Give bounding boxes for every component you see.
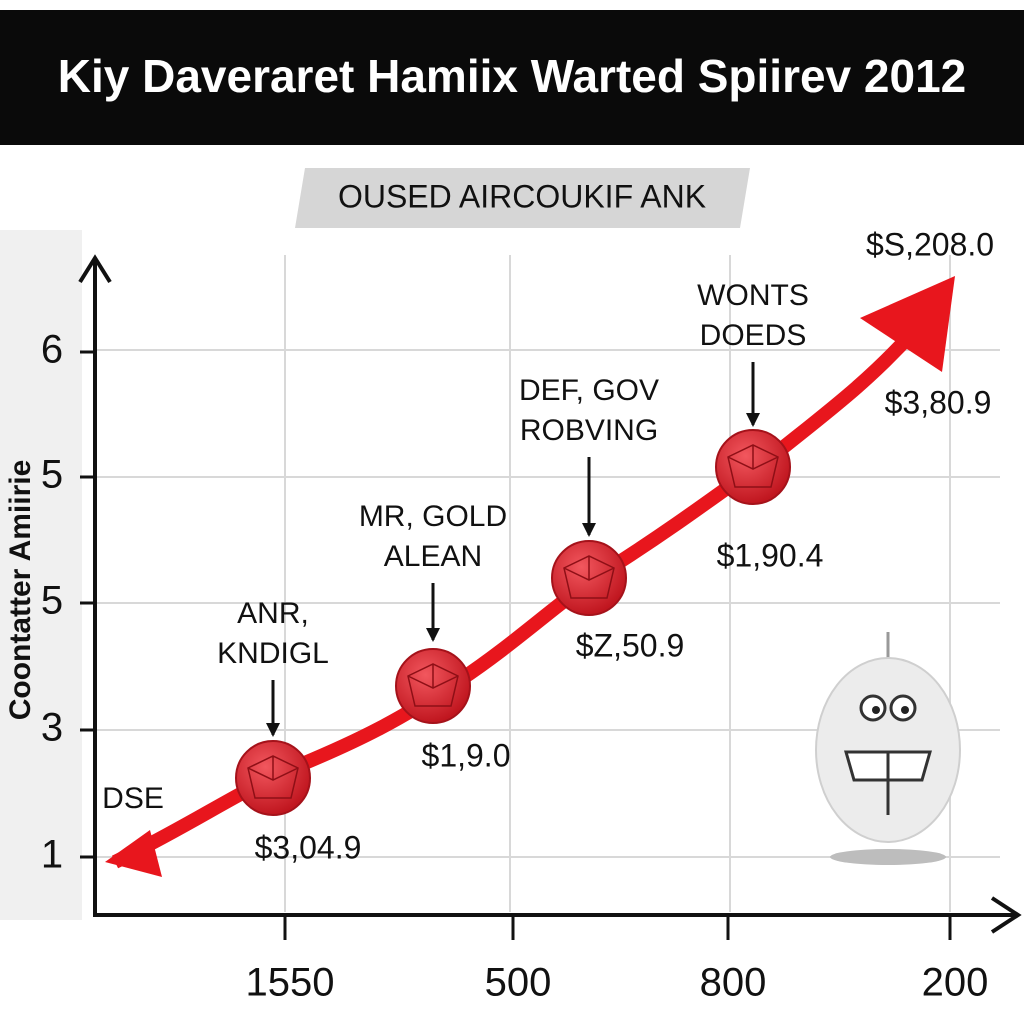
- x-ticks: 1550 500 800 200: [246, 915, 989, 1005]
- annotation: ALEAN: [384, 540, 482, 573]
- value-label: $1,90.4: [717, 537, 824, 573]
- arrow-head: [860, 276, 955, 372]
- x-tick-label: 800: [700, 961, 767, 1005]
- annotation-arrow-head: [746, 413, 760, 427]
- y-tick-label: 5: [41, 579, 63, 623]
- value-label: $3,04.9: [255, 829, 362, 865]
- value-label: $1,9.0: [422, 737, 511, 773]
- y-tick-label: 5: [41, 453, 63, 497]
- trend-line: [111, 325, 921, 869]
- subtitle-box: [295, 168, 750, 228]
- x-tick-label: 500: [485, 961, 552, 1005]
- annotation: WONTS: [697, 279, 809, 312]
- y-tick-label: 6: [41, 328, 63, 372]
- value-label: $Z,50.9: [576, 627, 685, 663]
- subtitle: OUSED AIRCOUKIF ANK: [338, 178, 706, 214]
- annotation-arrow-head: [582, 523, 596, 537]
- x-tick-label: 1550: [246, 961, 335, 1005]
- y-ticks: 6 5 5 3 1: [41, 328, 95, 877]
- annotation: MR, GOLD: [359, 500, 507, 533]
- arrow-head: [105, 830, 162, 877]
- header-bar: [0, 10, 1024, 145]
- annotation: ROBVING: [520, 414, 658, 447]
- end-label: $S,208.0: [866, 226, 994, 262]
- x-tick-label: 200: [922, 961, 989, 1005]
- end-label: $3,80.9: [885, 384, 992, 420]
- start-label: DSE: [102, 782, 164, 815]
- annotation: KNDIGL: [217, 637, 329, 670]
- mascot: [815, 632, 961, 865]
- ball-pattern: [727, 444, 779, 488]
- annotation-arrow-head: [266, 723, 280, 737]
- annotation: ANR,: [237, 597, 309, 630]
- ball-pattern: [563, 555, 615, 599]
- annotation: DEF, GOV: [519, 374, 659, 407]
- annotation: DOEDS: [700, 319, 807, 352]
- y-tick-label: 1: [41, 833, 63, 877]
- axes: [78, 254, 1022, 934]
- annotation-arrow-head: [426, 628, 440, 642]
- ball-pattern: [407, 663, 459, 707]
- y-tick-label: 3: [41, 706, 63, 750]
- points: ANR, KNDIGL $3,04.9 MR, GOLD ALEAN $1,9.0 DEF,…: [217, 279, 823, 866]
- title: Kiy Daveraret Hamiix Warted Spiirev 2012: [58, 50, 967, 102]
- y-axis-label: Coontatter Amiirie: [4, 460, 37, 721]
- ball-pattern: [247, 755, 299, 799]
- y-panel: [0, 230, 82, 920]
